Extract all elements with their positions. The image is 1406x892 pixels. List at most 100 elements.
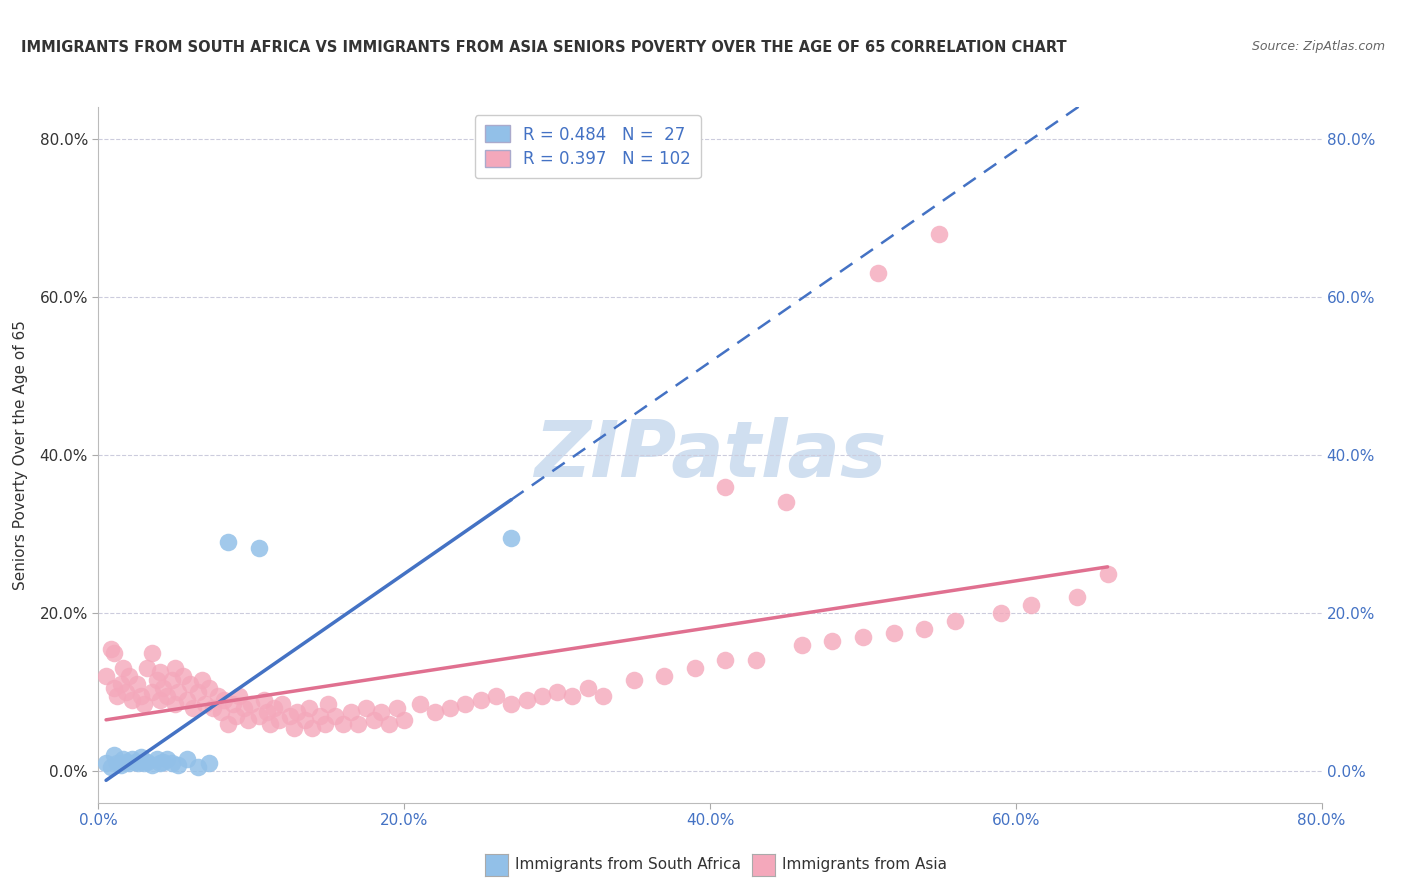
Point: [149, 693, 172, 707]
Point: [309, 708, 332, 723]
Point: [141, 685, 163, 699]
Point: [167, 757, 190, 772]
Point: [1097, 566, 1119, 581]
Point: [252, 693, 274, 707]
Text: Immigrants from Asia: Immigrants from Asia: [782, 857, 946, 872]
Point: [129, 750, 152, 764]
Point: [392, 713, 416, 727]
Point: [363, 713, 385, 727]
Point: [134, 697, 156, 711]
Point: [354, 701, 377, 715]
Point: [141, 757, 163, 772]
Point: [912, 622, 935, 636]
Point: [141, 646, 163, 660]
Point: [212, 693, 235, 707]
Point: [516, 693, 538, 707]
Point: [232, 701, 254, 715]
Point: [714, 653, 737, 667]
Point: [217, 534, 239, 549]
Point: [163, 697, 186, 711]
Point: [167, 685, 190, 699]
Point: [94, 756, 117, 771]
Point: [179, 677, 201, 691]
Point: [576, 681, 599, 695]
Point: [501, 531, 523, 545]
Point: [197, 681, 219, 695]
Point: [145, 673, 167, 688]
Point: [247, 541, 270, 556]
Point: [283, 721, 305, 735]
Point: [530, 689, 553, 703]
Point: [256, 705, 278, 719]
Point: [105, 756, 128, 771]
Point: [136, 755, 159, 769]
Point: [103, 646, 125, 660]
Point: [592, 689, 614, 703]
Point: [423, 705, 446, 719]
Point: [301, 721, 323, 735]
Point: [270, 697, 292, 711]
Point: [259, 716, 281, 731]
Point: [294, 713, 316, 727]
Point: [745, 653, 768, 667]
Point: [263, 701, 285, 715]
Point: [439, 701, 461, 715]
Point: [332, 716, 354, 731]
Point: [181, 701, 204, 715]
Text: Immigrants from South Africa: Immigrants from South Africa: [515, 857, 741, 872]
Point: [118, 756, 141, 771]
Point: [94, 669, 117, 683]
Point: [115, 685, 138, 699]
Point: [129, 689, 152, 703]
Point: [136, 661, 159, 675]
Point: [990, 606, 1012, 620]
Point: [191, 673, 214, 688]
Point: [378, 716, 401, 731]
Point: [285, 705, 308, 719]
Point: [134, 756, 156, 771]
Point: [821, 633, 844, 648]
Point: [325, 708, 347, 723]
Point: [145, 752, 167, 766]
Point: [883, 625, 905, 640]
Point: [127, 756, 149, 771]
Point: [103, 748, 125, 763]
Point: [546, 685, 568, 699]
Text: IMMIGRANTS FROM SOUTH AFRICA VS IMMIGRANTS FROM ASIA SENIORS POVERTY OVER THE AG: IMMIGRANTS FROM SOUTH AFRICA VS IMMIGRAN…: [21, 40, 1067, 55]
Point: [187, 760, 209, 774]
Point: [790, 638, 813, 652]
Point: [240, 697, 263, 711]
Point: [121, 752, 143, 766]
Point: [228, 689, 250, 703]
Point: [385, 701, 408, 715]
Text: Source: ZipAtlas.com: Source: ZipAtlas.com: [1251, 40, 1385, 54]
Point: [125, 677, 148, 691]
Point: [339, 705, 361, 719]
Point: [714, 479, 737, 493]
Point: [149, 756, 172, 771]
Point: [202, 701, 225, 715]
Point: [149, 665, 172, 680]
Point: [928, 227, 950, 241]
Point: [187, 685, 209, 699]
Point: [247, 708, 270, 723]
Point: [408, 697, 430, 711]
Point: [160, 673, 183, 688]
Point: [775, 495, 797, 509]
Point: [1066, 591, 1088, 605]
Point: [225, 708, 247, 723]
Point: [163, 661, 186, 675]
Point: [176, 693, 198, 707]
Point: [105, 689, 128, 703]
Point: [111, 661, 134, 675]
Text: ZIPatlas: ZIPatlas: [534, 417, 886, 493]
Point: [197, 756, 219, 771]
Point: [124, 755, 146, 769]
Point: [561, 689, 583, 703]
Point: [172, 669, 194, 683]
Point: [347, 716, 370, 731]
Y-axis label: Seniors Poverty Over the Age of 65: Seniors Poverty Over the Age of 65: [14, 320, 28, 590]
Point: [156, 689, 179, 703]
Point: [267, 713, 290, 727]
Point: [209, 705, 232, 719]
